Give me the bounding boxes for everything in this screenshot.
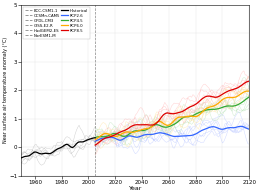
Y-axis label: Near surface air temperature anomaly (°C): Near surface air temperature anomaly (°C… (3, 37, 8, 143)
X-axis label: Year: Year (129, 186, 142, 191)
Legend: BCC-CSM1-1, CCSMn-CAM5, GFDL-CM3, GISS-E2-R, HadGEM2-ES, NorESM1-M, Historical, : BCC-CSM1-1, CCSMn-CAM5, GFDL-CM3, GISS-E… (23, 7, 90, 39)
